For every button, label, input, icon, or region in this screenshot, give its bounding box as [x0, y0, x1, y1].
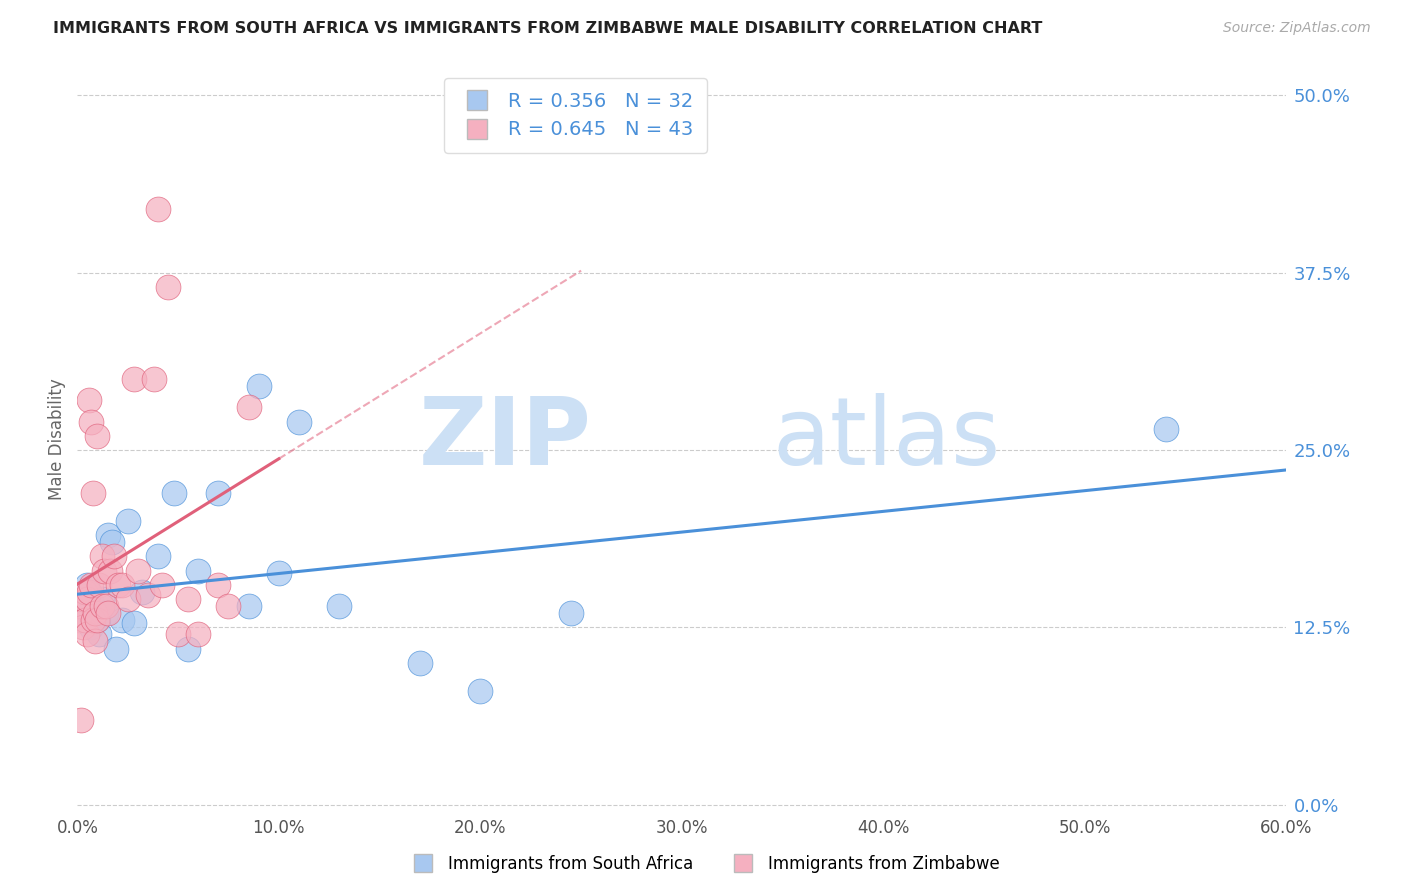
Point: [94, 599, 117, 613]
Point: [79, 393, 101, 408]
Point: [207, 485, 229, 500]
Point: [117, 591, 139, 606]
Point: [1154, 422, 1177, 436]
Point: [84, 634, 107, 648]
Point: [67, 613, 90, 627]
Point: [142, 372, 165, 386]
Point: [238, 599, 260, 613]
Point: [560, 606, 582, 620]
Point: [80, 578, 103, 592]
Point: [177, 591, 200, 606]
Point: [470, 684, 492, 698]
Point: [89, 578, 111, 592]
Point: [94, 606, 117, 620]
Point: [247, 379, 270, 393]
Point: [238, 401, 260, 415]
Point: [146, 549, 169, 564]
Point: [82, 485, 104, 500]
Point: [86, 429, 108, 443]
Point: [127, 564, 149, 578]
Point: [96, 606, 118, 620]
Text: Source: ZipAtlas.com: Source: ZipAtlas.com: [1223, 21, 1371, 36]
Point: [93, 564, 115, 578]
Point: [96, 528, 118, 542]
Point: [187, 564, 209, 578]
Point: [163, 485, 186, 500]
Point: [76, 591, 98, 606]
Point: [111, 578, 134, 592]
Point: [84, 606, 107, 620]
Point: [75, 613, 97, 627]
Point: [84, 606, 107, 620]
Point: [70, 713, 93, 727]
Point: [90, 599, 112, 613]
Point: [146, 202, 169, 216]
Point: [111, 613, 134, 627]
Point: [90, 549, 112, 564]
Point: [131, 584, 153, 599]
Text: atlas: atlas: [773, 393, 1001, 485]
Point: [409, 656, 432, 670]
Point: [136, 588, 159, 602]
Point: [86, 613, 108, 627]
Point: [79, 584, 101, 599]
Point: [76, 627, 98, 641]
Point: [122, 615, 145, 630]
Point: [117, 514, 139, 528]
Point: [80, 415, 103, 429]
Point: [82, 613, 104, 627]
Point: [98, 564, 121, 578]
Point: [167, 627, 190, 641]
Text: ZIP: ZIP: [419, 393, 592, 485]
Point: [89, 627, 111, 641]
Text: IMMIGRANTS FROM SOUTH AFRICA VS IMMIGRANTS FROM ZIMBABWE MALE DISABILITY CORRELA: IMMIGRANTS FROM SOUTH AFRICA VS IMMIGRAN…: [53, 21, 1043, 37]
Point: [104, 641, 127, 656]
Point: [86, 613, 108, 627]
Point: [218, 599, 240, 613]
Point: [100, 535, 122, 549]
Point: [207, 578, 229, 592]
Point: [76, 578, 98, 592]
Point: [72, 620, 94, 634]
Point: [177, 641, 200, 656]
Point: [82, 599, 104, 613]
Point: [70, 599, 93, 613]
Point: [90, 591, 112, 606]
Point: [328, 599, 350, 613]
Point: [72, 591, 94, 606]
Point: [187, 627, 209, 641]
Point: [157, 280, 180, 294]
Point: [150, 578, 173, 592]
Point: [79, 606, 101, 620]
Point: [75, 591, 97, 606]
Point: [288, 415, 311, 429]
Point: [267, 566, 290, 581]
Point: [75, 584, 97, 599]
Point: [122, 372, 145, 386]
Legend: Immigrants from South Africa, Immigrants from Zimbabwe: Immigrants from South Africa, Immigrants…: [399, 848, 1007, 880]
Y-axis label: Male Disability: Male Disability: [48, 378, 66, 500]
Legend: R = 0.356   N = 32, R = 0.645   N = 43: R = 0.356 N = 32, R = 0.645 N = 43: [444, 78, 707, 153]
Point: [103, 549, 125, 564]
Point: [107, 578, 129, 592]
Point: [72, 613, 94, 627]
Point: [80, 620, 103, 634]
